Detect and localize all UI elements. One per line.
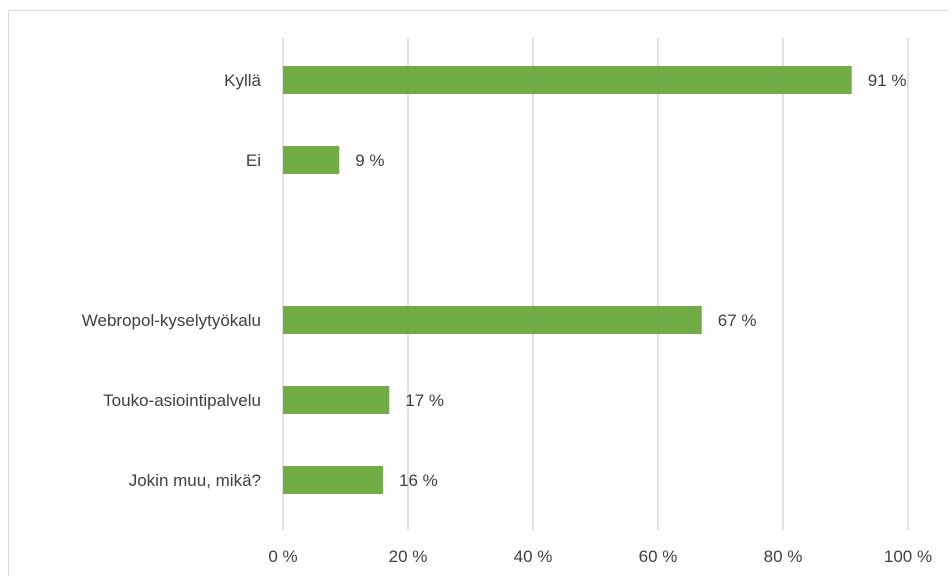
data-label: 16 % xyxy=(399,471,438,490)
chart-frame xyxy=(8,10,948,576)
data-label: 17 % xyxy=(405,391,444,410)
category-label: Jokin muu, mikä? xyxy=(129,471,261,490)
bar xyxy=(283,66,852,94)
x-tick-label: 60 % xyxy=(639,547,678,566)
category-label: Webropol-kyselytyökalu xyxy=(82,311,261,330)
bar xyxy=(283,306,702,334)
x-tick-label: 80 % xyxy=(764,547,803,566)
bar xyxy=(283,146,340,174)
x-tick-label: 0 % xyxy=(268,547,297,566)
bar xyxy=(283,466,383,494)
category-label: Kyllä xyxy=(224,71,261,90)
category-label: Ei xyxy=(246,151,261,170)
data-label: 67 % xyxy=(718,311,757,330)
bar xyxy=(283,386,390,414)
x-tick-label: 100 % xyxy=(884,547,932,566)
data-label: 9 % xyxy=(355,151,384,170)
data-label: 91 % xyxy=(868,71,907,90)
x-tick-label: 20 % xyxy=(389,547,428,566)
x-tick-label: 40 % xyxy=(514,547,553,566)
category-label: Touko-asiointipalvelu xyxy=(103,391,261,410)
